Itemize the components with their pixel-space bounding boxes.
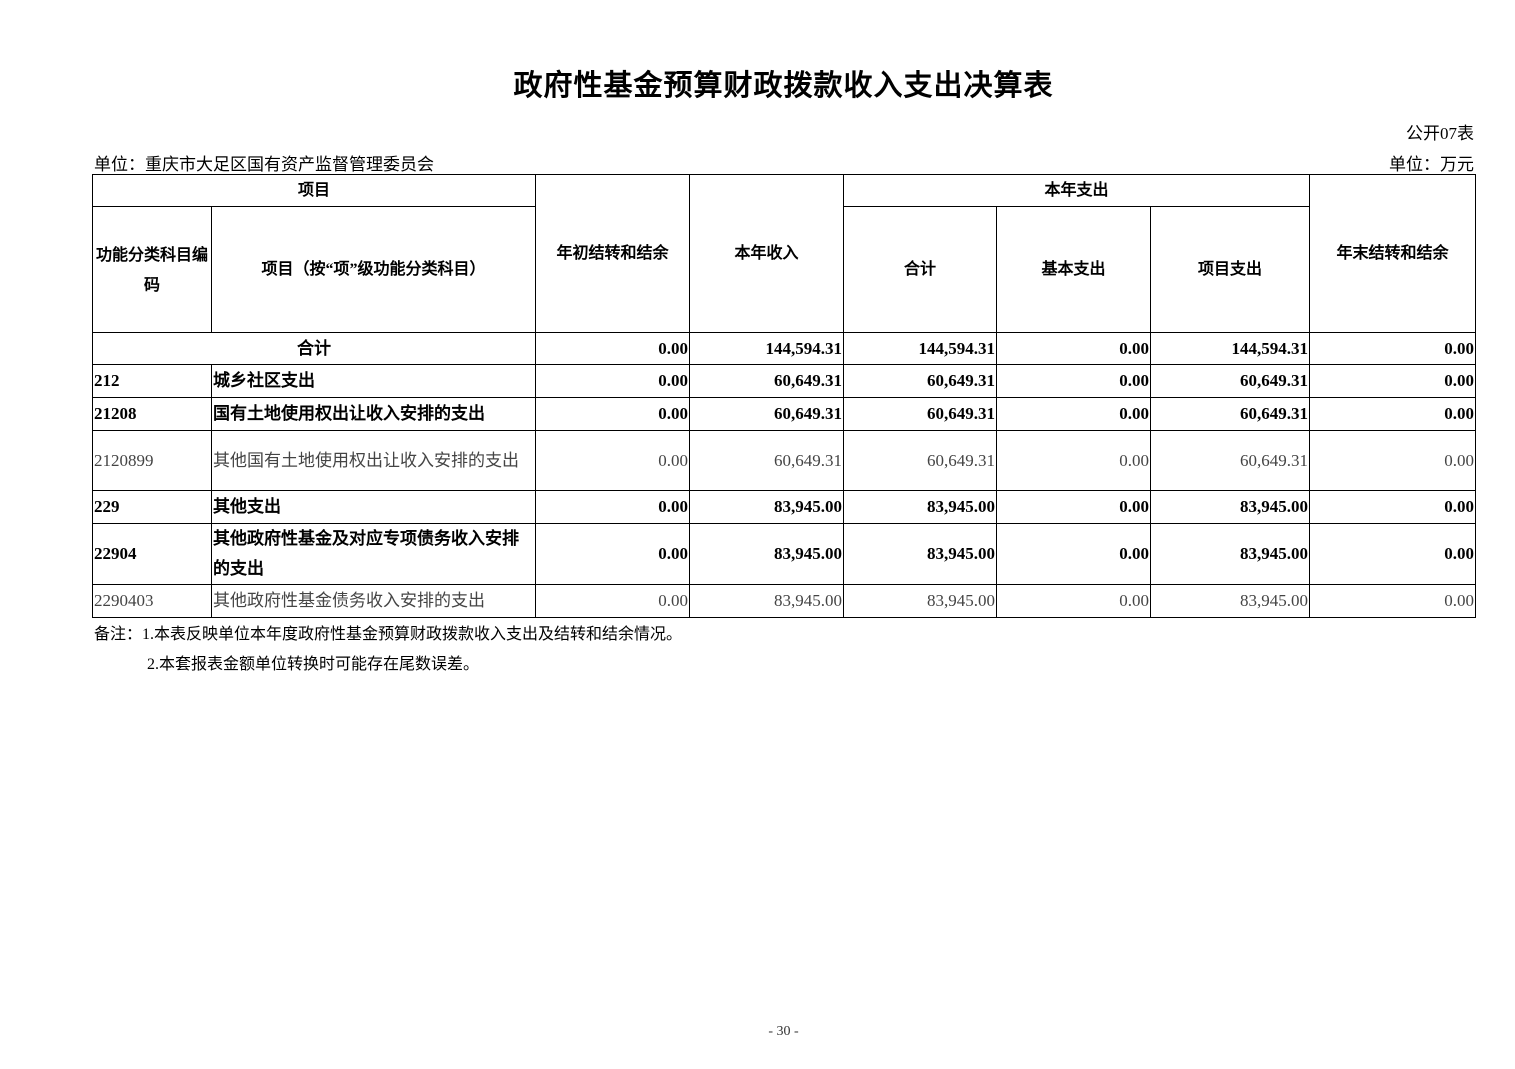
row-value: 60,649.31 (689, 364, 844, 398)
table-row: 21208 国有土地使用权出让收入安排的支出 0.00 60,649.31 60… (92, 397, 1476, 431)
row-value: 83,945.00 (1150, 584, 1310, 618)
header-begin-balance: 年初结转和结余 (535, 174, 690, 333)
table-row: 212 城乡社区支出 0.00 60,649.31 60,649.31 0.00… (92, 364, 1476, 398)
row-name: 国有土地使用权出让收入安排的支出 (211, 397, 536, 431)
row-value: 0.00 (535, 584, 690, 618)
total-income: 144,594.31 (689, 332, 844, 365)
row-value: 83,945.00 (689, 523, 844, 585)
row-code: 22904 (92, 523, 212, 585)
note-1: 备注：1.本表反映单位本年度政府性基金预算财政拨款收入支出及结转和结余情况。 (94, 626, 683, 643)
row-value: 60,649.31 (843, 397, 997, 431)
header-item: 项目 (92, 174, 536, 207)
row-value: 0.00 (1309, 397, 1476, 431)
header-expense-total: 合计 (843, 206, 997, 333)
row-value: 0.00 (1309, 364, 1476, 398)
row-name: 其他国有土地使用权出让收入安排的支出 (211, 430, 536, 491)
page-title: 政府性基金预算财政拨款收入支出决算表 (513, 70, 1054, 102)
total-row: 合计 0.00 144,594.31 144,594.31 0.00 144,5… (92, 332, 1476, 365)
row-value: 60,649.31 (689, 397, 844, 431)
row-value: 0.00 (535, 364, 690, 398)
total-project: 144,594.31 (1150, 332, 1310, 365)
unit-currency: 单位：万元 (1389, 155, 1474, 174)
header-expense: 本年支出 (843, 174, 1310, 207)
row-value: 60,649.31 (1150, 364, 1310, 398)
row-name: 其他政府性基金及对应专项债务收入安排的支出 (211, 523, 536, 585)
row-value: 0.00 (1309, 523, 1476, 585)
row-value: 83,945.00 (1150, 490, 1310, 524)
total-expense: 144,594.31 (843, 332, 997, 365)
total-label: 合计 (92, 332, 536, 365)
row-value: 60,649.31 (843, 430, 997, 491)
row-value: 60,649.31 (689, 430, 844, 491)
row-value: 83,945.00 (843, 490, 997, 524)
header-income: 本年收入 (689, 174, 844, 333)
row-value: 0.00 (1309, 584, 1476, 618)
table-row: 229 其他支出 0.00 83,945.00 83,945.00 0.00 8… (92, 490, 1476, 524)
row-code: 229 (92, 490, 212, 524)
row-value: 0.00 (535, 430, 690, 491)
table-row: 2120899 其他国有土地使用权出让收入安排的支出 0.00 60,649.3… (92, 430, 1476, 491)
row-code: 2290403 (92, 584, 212, 618)
row-value: 83,945.00 (1150, 523, 1310, 585)
row-value: 0.00 (535, 490, 690, 524)
row-name: 其他政府性基金债务收入安排的支出 (211, 584, 536, 618)
row-value: 0.00 (996, 397, 1151, 431)
note-2: 2.本套报表金额单位转换时可能存在尾数误差。 (147, 656, 480, 673)
row-value: 0.00 (996, 430, 1151, 491)
header-code: 功能分类科目编码 (92, 206, 212, 333)
row-value: 0.00 (996, 490, 1151, 524)
page-number: - 30 - (768, 1024, 799, 1039)
row-code: 21208 (92, 397, 212, 431)
row-value: 0.00 (996, 364, 1151, 398)
row-name: 城乡社区支出 (211, 364, 536, 398)
row-value: 83,945.00 (843, 584, 997, 618)
budget-table: 项目 年初结转和结余 本年收入 本年支出 年末结转和结余 功能分类科目编码 项目… (92, 174, 1476, 618)
row-value: 0.00 (1309, 490, 1476, 524)
row-name: 其他支出 (211, 490, 536, 524)
row-value: 0.00 (1309, 430, 1476, 491)
total-basic: 0.00 (996, 332, 1151, 365)
row-code: 2120899 (92, 430, 212, 491)
header-end-balance: 年末结转和结余 (1309, 174, 1476, 333)
row-value: 83,945.00 (689, 490, 844, 524)
header-expense-project: 项目支出 (1150, 206, 1310, 333)
row-value: 83,945.00 (689, 584, 844, 618)
row-value: 0.00 (535, 397, 690, 431)
row-value: 60,649.31 (843, 364, 997, 398)
table-row: 22904 其他政府性基金及对应专项债务收入安排的支出 0.00 83,945.… (92, 523, 1476, 585)
total-begin-balance: 0.00 (535, 332, 690, 365)
header-expense-basic: 基本支出 (996, 206, 1151, 333)
row-value: 60,649.31 (1150, 430, 1310, 491)
row-code: 212 (92, 364, 212, 398)
header-name: 项目（按“项”级功能分类科目） (211, 206, 536, 333)
row-value: 83,945.00 (843, 523, 997, 585)
row-value: 60,649.31 (1150, 397, 1310, 431)
table-row: 2290403 其他政府性基金债务收入安排的支出 0.00 83,945.00 … (92, 584, 1476, 618)
notes: 备注：1.本表反映单位本年度政府性基金预算财政拨款收入支出及结转和结余情况。 2… (94, 620, 682, 680)
total-end-balance: 0.00 (1309, 332, 1476, 365)
row-value: 0.00 (535, 523, 690, 585)
unit-organization: 单位：重庆市大足区国有资产监督管理委员会 (94, 155, 434, 174)
table-number: 公开07表 (1406, 124, 1474, 143)
row-value: 0.00 (996, 584, 1151, 618)
row-value: 0.00 (996, 523, 1151, 585)
